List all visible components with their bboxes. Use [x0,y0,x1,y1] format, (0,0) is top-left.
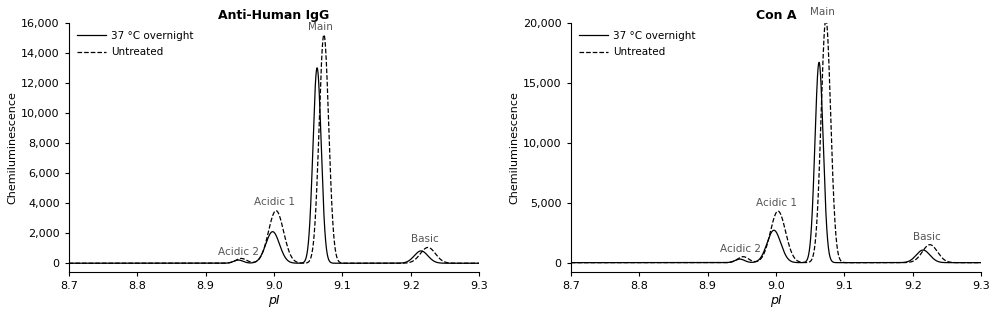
Line: Untreated: Untreated [69,35,480,263]
37 °C overnight [361,261,373,265]
Untreated [441,261,453,264]
Text: Main: Main [810,7,834,17]
Untreated [238,257,250,261]
37 °C overnight [741,259,753,263]
Untreated [361,261,373,265]
X-axis label: pI: pI [770,294,782,307]
Y-axis label: Chemiluminescence: Chemiluminescence [508,91,518,204]
37 °C overnight [63,261,75,265]
Legend: 37 °C overnight, Untreated: 37 °C overnight, Untreated [74,28,197,61]
Untreated [820,17,831,21]
Line: Untreated: Untreated [570,19,981,263]
37 °C overnight [235,259,247,263]
37 °C overnight [863,261,875,264]
Line: 37 °C overnight: 37 °C overnight [69,68,480,263]
Line: 37 °C overnight: 37 °C overnight [570,62,981,263]
Untreated [741,256,753,260]
37 °C overnight [441,261,453,265]
37 °C overnight [311,66,323,70]
Untreated [564,261,576,264]
Text: Main: Main [308,22,333,32]
Untreated [963,261,975,264]
37 °C overnight [564,261,576,264]
Untreated [737,255,749,258]
37 °C overnight [737,258,749,262]
Text: Acidic 1: Acidic 1 [756,198,798,208]
Title: Con A: Con A [756,8,797,22]
Y-axis label: Chemiluminescence: Chemiluminescence [7,91,17,204]
Untreated [474,261,486,265]
Untreated [235,257,247,260]
Untreated [461,261,473,265]
Untreated [942,260,954,264]
37 °C overnight [238,260,250,264]
37 °C overnight [813,61,825,64]
Text: Acidic 2: Acidic 2 [218,247,259,257]
37 °C overnight [461,261,473,265]
37 °C overnight [975,261,987,264]
Untreated [863,261,875,264]
Untreated [975,261,987,264]
X-axis label: pI: pI [268,294,280,307]
Legend: 37 °C overnight, Untreated: 37 °C overnight, Untreated [576,28,699,61]
Untreated [63,261,75,265]
37 °C overnight [963,261,975,264]
Text: Basic: Basic [912,232,940,242]
37 °C overnight [760,245,772,249]
Untreated [760,247,772,251]
37 °C overnight [258,248,270,252]
Title: Anti-Human IgG: Anti-Human IgG [218,8,330,22]
Text: Basic: Basic [411,235,439,244]
37 °C overnight [942,261,954,264]
Untreated [258,247,270,251]
Untreated [318,33,330,37]
Text: Acidic 2: Acidic 2 [720,244,761,254]
37 °C overnight [474,261,486,265]
Text: Acidic 1: Acidic 1 [254,197,295,207]
